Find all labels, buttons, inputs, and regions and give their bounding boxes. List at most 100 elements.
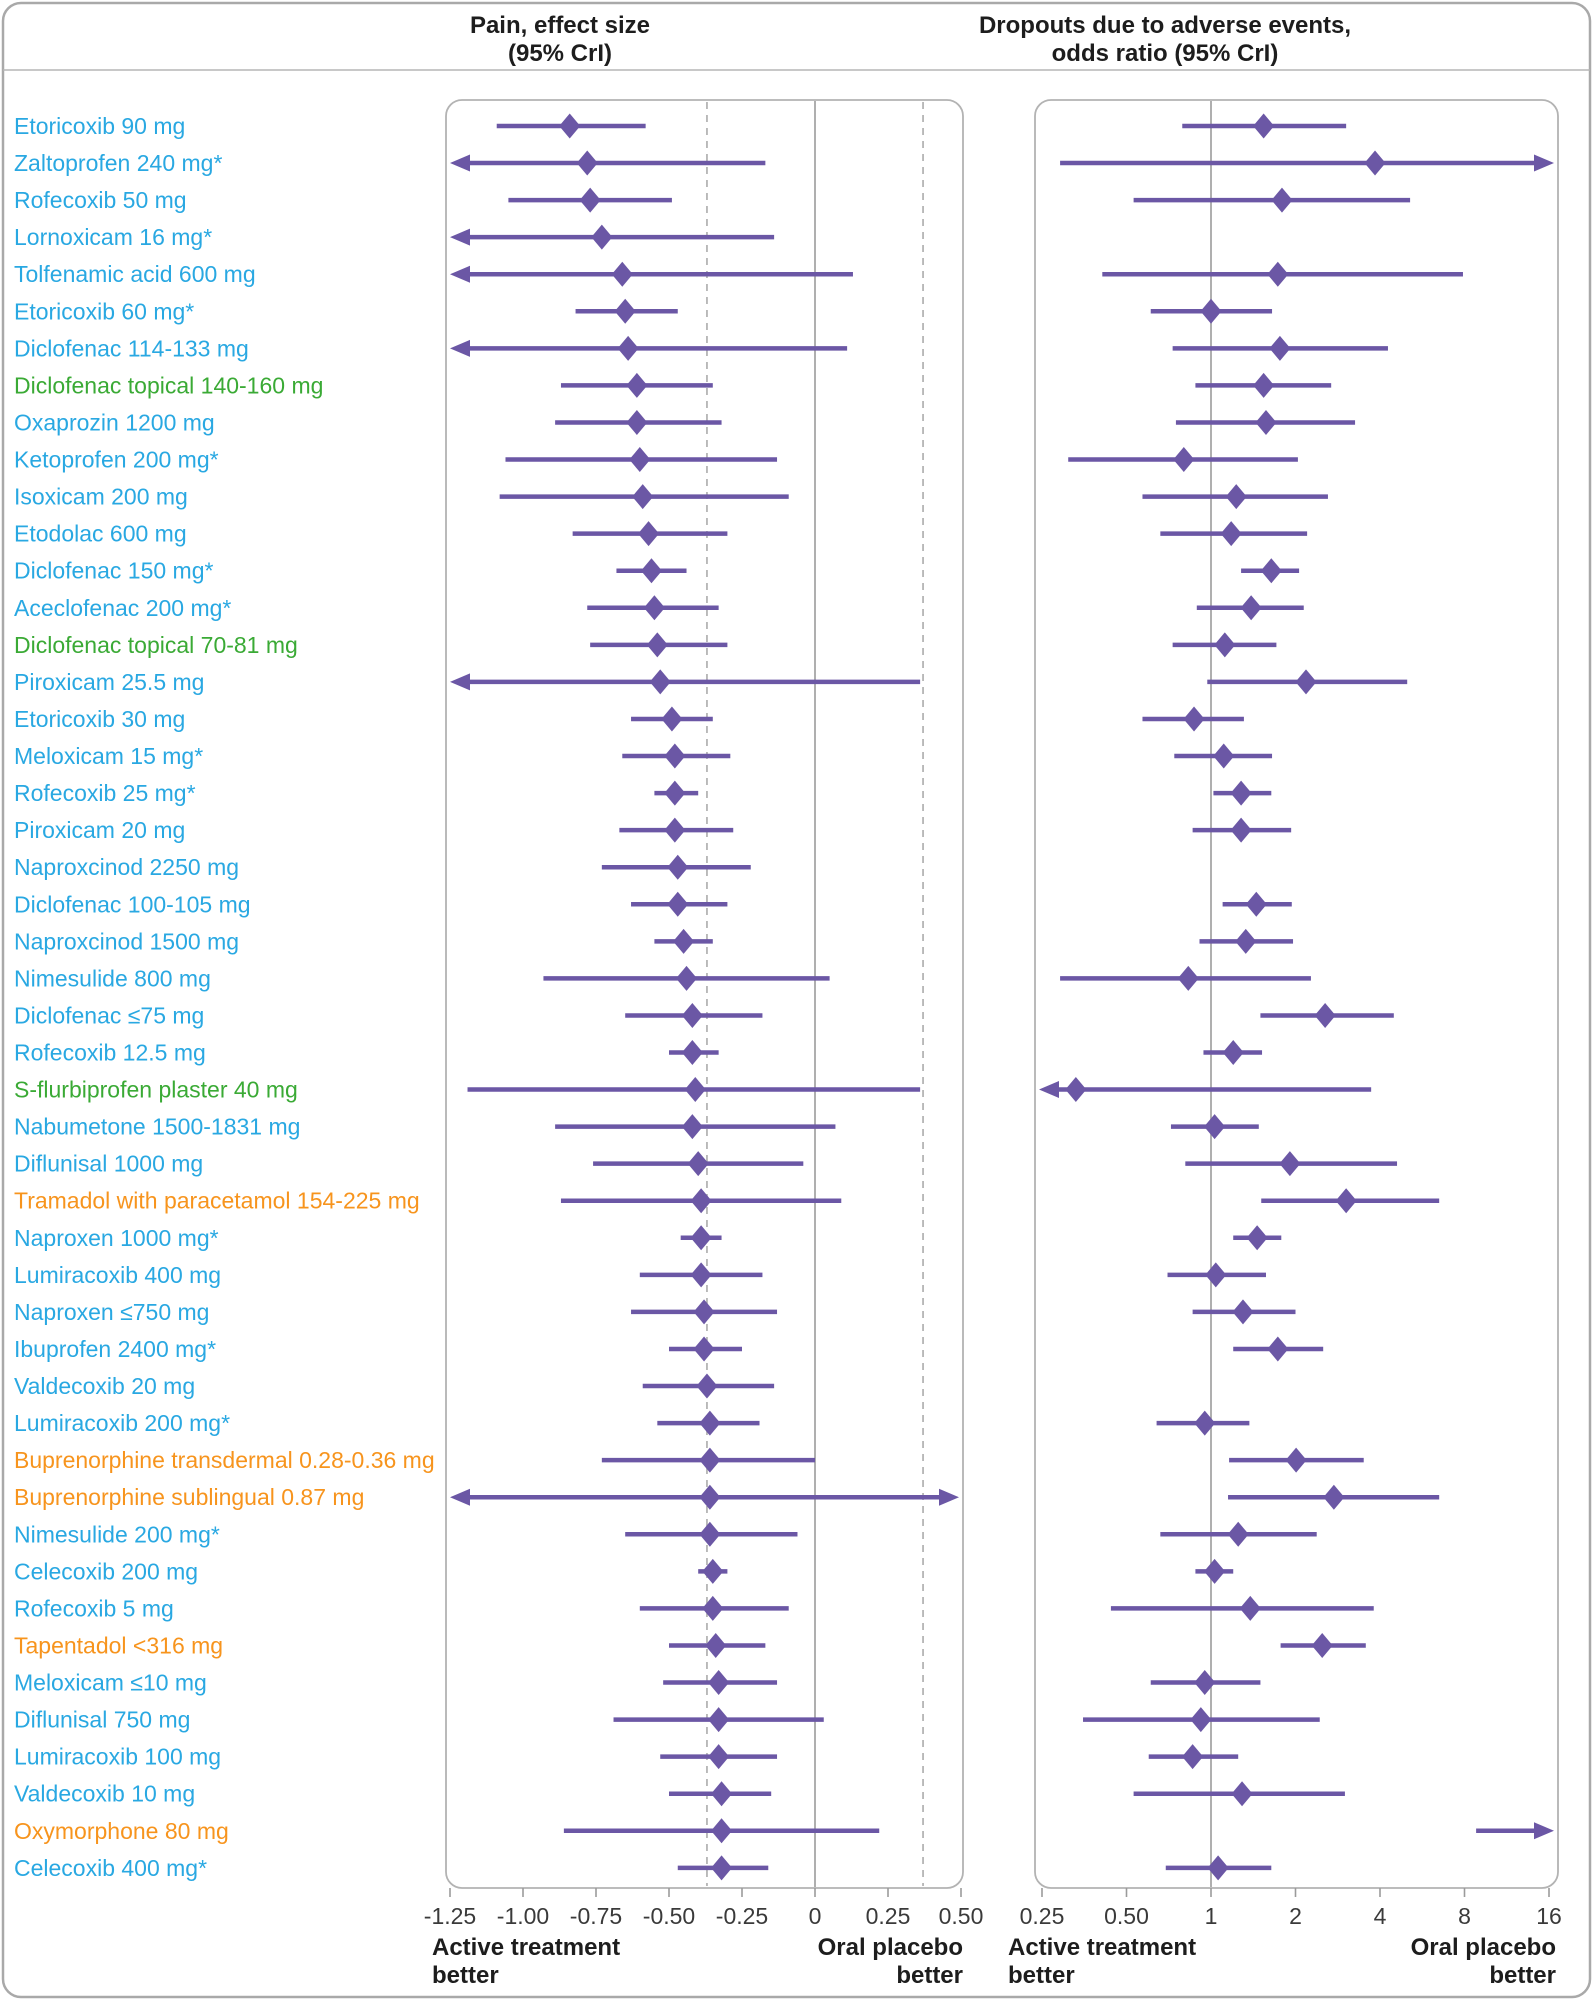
- pain-point-estimate-diamond: [629, 447, 651, 473]
- pain-tick-label: -1.00: [497, 1903, 549, 1929]
- pain-point-estimate-diamond: [676, 965, 698, 991]
- row-label: Oxymorphone 80 mg: [14, 1818, 229, 1844]
- pain-point-estimate-diamond: [673, 928, 695, 954]
- pain-tick-label: 0.50: [939, 1903, 984, 1929]
- pain-point-estimate-diamond: [626, 409, 648, 435]
- drop-point-estimate-diamond: [1225, 484, 1247, 510]
- pain-truncation-arrow-left: [450, 673, 470, 691]
- drop-point-estimate-diamond: [1240, 595, 1262, 621]
- pain-point-estimate-diamond: [591, 224, 613, 250]
- pain-point-estimate-diamond: [705, 1632, 727, 1658]
- pain-point-estimate-diamond: [699, 1484, 721, 1510]
- pain-point-estimate-diamond: [626, 372, 648, 398]
- pain-point-estimate-diamond: [690, 1262, 712, 1288]
- pain-point-estimate-diamond: [661, 706, 683, 732]
- drop-point-estimate-diamond: [1245, 891, 1267, 917]
- drop-point-estimate-diamond: [1260, 558, 1282, 584]
- drop-point-estimate-diamond: [1335, 1188, 1357, 1214]
- drop-tick-label: 4: [1374, 1903, 1387, 1929]
- generated-plot-content: -1.25 -1.00 -0.75 -0.50 -0.25 0 0.25 0.50 0.25 0.…: [14, 99, 1562, 1929]
- drop-point-estimate-diamond: [1314, 1002, 1336, 1028]
- row-label: S-flurbiprofen plaster 40 mg: [14, 1077, 298, 1103]
- pain-point-estimate-diamond: [646, 632, 668, 658]
- drop-point-estimate-diamond: [1177, 965, 1199, 991]
- drop-tick-label: 16: [1536, 1903, 1562, 1929]
- drop-point-estimate-diamond: [1285, 1447, 1307, 1473]
- row-label: Diclofenac 114-133 mg: [14, 335, 249, 361]
- pain-truncation-arrow-right: [939, 1488, 959, 1506]
- row-label: Valdecoxib 10 mg: [14, 1781, 195, 1807]
- drop-placebo-better-line1: Oral placebo: [1411, 1934, 1556, 1961]
- row-label: Celecoxib 400 mg*: [14, 1855, 207, 1881]
- drop-point-estimate-diamond: [1194, 1410, 1216, 1436]
- pain-truncation-arrow-left: [450, 265, 470, 283]
- drop-point-estimate-diamond: [1364, 150, 1386, 176]
- pain-point-estimate-diamond: [687, 1151, 709, 1177]
- row-label: Celecoxib 200 mg: [14, 1558, 198, 1584]
- drop-point-estimate-diamond: [1267, 1336, 1289, 1362]
- row-label: Valdecoxib 20 mg: [14, 1373, 195, 1399]
- row-label: Piroxicam 25.5 mg: [14, 669, 204, 695]
- drop-tick-label: 0.50: [1104, 1903, 1149, 1929]
- row-label: Tramadol with paracetamol 154-225 mg: [14, 1188, 420, 1214]
- row-label: Diclofenac topical 70-81 mg: [14, 632, 298, 658]
- row-label: Aceclofenac 200 mg*: [14, 595, 231, 621]
- row-label: Diclofenac 100-105 mg: [14, 891, 251, 917]
- drop-point-estimate-diamond: [1205, 1262, 1227, 1288]
- drop-point-estimate-diamond: [1065, 1077, 1087, 1103]
- row-label: Nimesulide 800 mg: [14, 965, 211, 991]
- pain-point-estimate-diamond: [681, 1040, 703, 1065]
- pain-tick-label: 0: [809, 1903, 822, 1929]
- pain-point-estimate-diamond: [576, 150, 598, 176]
- drop-point-estimate-diamond: [1323, 1484, 1345, 1510]
- pain-truncation-arrow-left: [450, 1488, 470, 1506]
- drop-point-estimate-diamond: [1222, 1040, 1244, 1065]
- row-label: Rofecoxib 12.5 mg: [14, 1040, 206, 1066]
- row-label: Piroxicam 20 mg: [14, 817, 185, 843]
- pain-point-estimate-diamond: [699, 1447, 721, 1473]
- row-label: Ketoprofen 200 mg*: [14, 447, 219, 473]
- pain-placebo-better-line2: better: [896, 1962, 963, 1989]
- drop-point-estimate-diamond: [1271, 187, 1293, 213]
- drop-tick-label: 1: [1205, 1903, 1218, 1929]
- drop-point-estimate-diamond: [1295, 669, 1317, 695]
- drop-point-estimate-diamond: [1207, 1855, 1229, 1881]
- row-label: Tolfenamic acid 600 mg: [14, 261, 256, 287]
- row-label: Lumiracoxib 100 mg: [14, 1744, 221, 1770]
- row-label: Rofecoxib 5 mg: [14, 1595, 174, 1621]
- drop-point-estimate-diamond: [1253, 372, 1275, 398]
- pain-point-estimate-diamond: [711, 1818, 733, 1844]
- pain-point-estimate-diamond: [664, 817, 686, 843]
- pain-point-estimate-diamond: [702, 1595, 724, 1621]
- row-label: Etoricoxib 90 mg: [14, 113, 185, 139]
- drop-point-estimate-diamond: [1214, 632, 1236, 658]
- drop-point-estimate-diamond: [1279, 1151, 1301, 1177]
- pain-truncation-arrow-left: [450, 339, 470, 357]
- drop-tick-label: 2: [1289, 1903, 1302, 1929]
- row-label: Tapentadol <316 mg: [14, 1632, 223, 1658]
- drop-truncation-arrow-left: [1039, 1081, 1059, 1099]
- drop-point-estimate-diamond: [1220, 521, 1242, 547]
- pain-panel-border: [445, 99, 964, 1889]
- drop-point-estimate-diamond: [1194, 1670, 1216, 1696]
- pain-tick-label: -0.50: [643, 1903, 695, 1929]
- drop-point-estimate-diamond: [1231, 1781, 1253, 1807]
- row-label: Lumiracoxib 400 mg: [14, 1262, 221, 1288]
- row-label: Diclofenac ≤75 mg: [14, 1002, 204, 1028]
- drop-point-estimate-diamond: [1239, 1595, 1261, 1621]
- pain-point-estimate-diamond: [667, 854, 689, 880]
- pain-point-estimate-diamond: [667, 891, 689, 917]
- pain-tick-label: -1.25: [424, 1903, 476, 1929]
- row-label: Etoricoxib 30 mg: [14, 706, 185, 732]
- pain-title-line2: (95% CrI): [508, 40, 612, 67]
- pain-point-estimate-diamond: [614, 298, 636, 324]
- pain-tick-label: -0.75: [570, 1903, 622, 1929]
- drop-placebo-better-line2: better: [1489, 1962, 1556, 1989]
- drop-point-estimate-diamond: [1311, 1632, 1333, 1658]
- row-label: Buprenorphine transdermal 0.28-0.36 mg: [14, 1447, 435, 1473]
- drop-panel-border: [1034, 99, 1559, 1889]
- pain-point-estimate-diamond: [632, 484, 654, 510]
